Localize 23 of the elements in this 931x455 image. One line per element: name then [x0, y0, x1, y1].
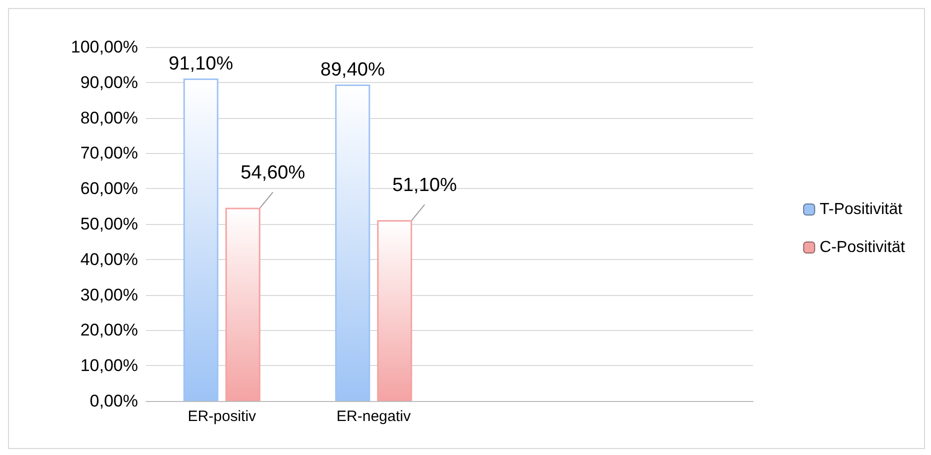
legend-label: C-Positivität: [820, 239, 906, 256]
data-label: 51,10%: [392, 175, 457, 196]
x-tick-label: ER-negativ: [336, 408, 412, 425]
y-tick-label: 90,00%: [80, 72, 138, 92]
legend-label: T-Positivität: [820, 201, 903, 218]
y-tick-label: 30,00%: [80, 285, 138, 304]
y-tick-label: 70,00%: [80, 144, 138, 163]
bar: [225, 208, 260, 401]
bar: [377, 220, 412, 401]
bar: [335, 84, 370, 401]
y-tick-label: 40,00%: [80, 250, 138, 269]
y-tick-label: 20,00%: [80, 320, 138, 340]
y-tick-label: 80,00%: [80, 108, 138, 128]
data-label: 91,10%: [168, 54, 234, 75]
x-tick-label: ER-positiv: [188, 408, 257, 425]
y-tick-label: 0,00%: [90, 392, 138, 410]
y-tick-label: 50,00%: [80, 214, 138, 234]
data-label: 89,40%: [320, 60, 385, 81]
bar: [183, 78, 218, 401]
data-label: 54,60%: [240, 162, 306, 184]
y-tick-label: 60,00%: [80, 179, 138, 198]
y-tick-label: 100,00%: [70, 38, 138, 56]
y-tick-label: 10,00%: [80, 356, 138, 376]
